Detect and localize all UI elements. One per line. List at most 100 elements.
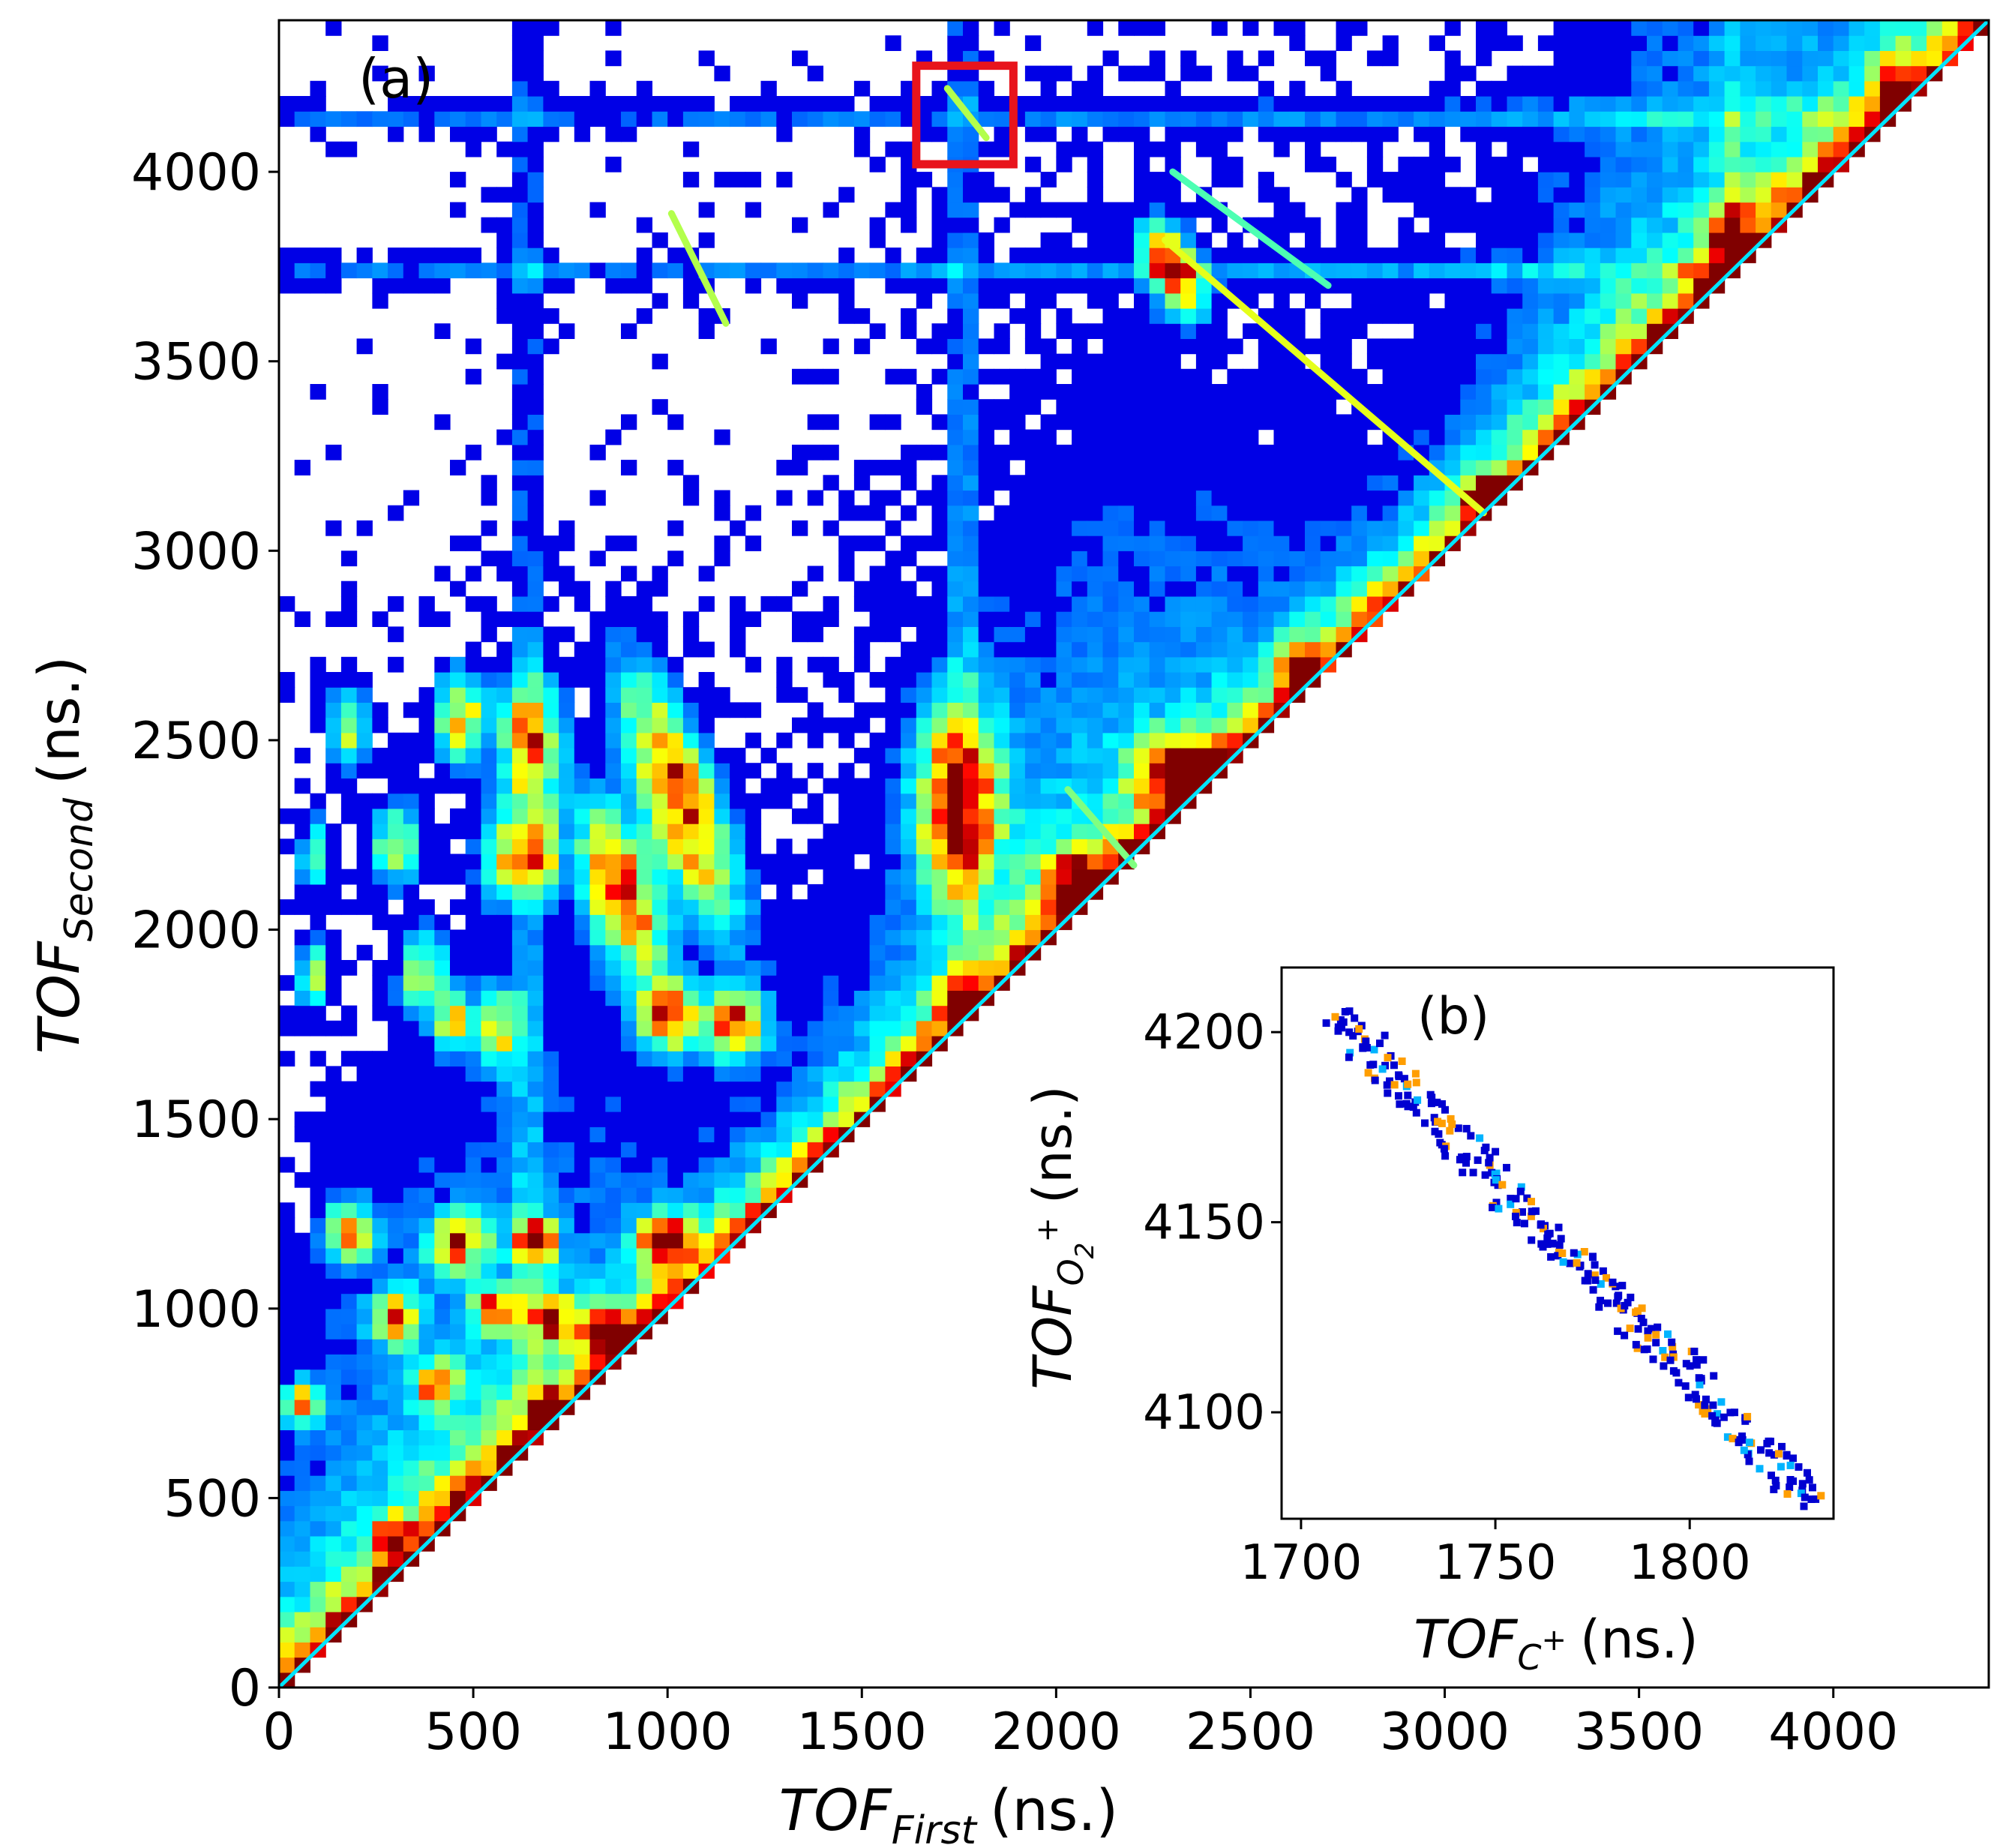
heatmap-cell: [621, 1066, 637, 1082]
heatmap-cell: [1507, 399, 1523, 415]
heatmap-cell: [310, 111, 326, 128]
heatmap-cell: [465, 929, 481, 946]
heatmap-cell: [1134, 520, 1150, 536]
heatmap-cell: [1165, 732, 1181, 748]
heatmap-cell: [418, 1505, 435, 1522]
heatmap-cell: [574, 1354, 591, 1370]
heatmap-cell: [1180, 126, 1197, 142]
heatmap-cell: [340, 1126, 358, 1143]
heatmap-cell: [636, 1293, 652, 1310]
heatmap-cell: [450, 1051, 466, 1066]
heatmap-cell: [481, 1020, 497, 1036]
heatmap-cell: [1258, 399, 1275, 415]
heatmap-cell: [730, 944, 746, 961]
heatmap-cell: [465, 778, 481, 794]
heatmap-cell: [901, 899, 917, 915]
heatmap-cell: [496, 566, 513, 582]
heatmap-cell: [807, 96, 823, 112]
heatmap-cell: [636, 262, 652, 279]
heatmap-cell: [714, 990, 730, 1006]
heatmap-cell: [621, 868, 637, 885]
heatmap-cell: [916, 914, 933, 931]
heatmap-cell: [869, 838, 886, 855]
heatmap-cell: [340, 1096, 358, 1112]
heatmap-cell: [279, 1324, 295, 1340]
heatmap-cell: [1211, 248, 1228, 263]
heatmap-cell: [372, 1187, 388, 1203]
heatmap-cell: [356, 1278, 373, 1294]
heatmap-cell: [978, 868, 994, 885]
heatmap-cell: [807, 960, 823, 976]
heatmap-cell: [325, 1202, 342, 1219]
heatmap-cell: [559, 626, 575, 643]
heatmap-cell: [589, 778, 606, 794]
heatmap-cell: [1180, 656, 1197, 673]
heatmap-cell: [589, 990, 606, 1006]
heatmap-cell: [1429, 35, 1446, 51]
heatmap-cell: [465, 111, 481, 128]
heatmap-cell: [388, 1308, 404, 1324]
heatmap-cell: [1756, 172, 1772, 188]
heatmap-cell: [963, 399, 979, 415]
heatmap-cell: [853, 126, 871, 142]
heatmap-cell: [481, 884, 497, 900]
heatmap-cell: [1072, 96, 1088, 112]
heatmap-cell: [1522, 111, 1539, 128]
heatmap-cell: [698, 323, 715, 339]
heatmap-cell: [434, 838, 451, 855]
heatmap-cell: [496, 187, 513, 203]
heatmap-cell: [511, 202, 529, 218]
heatmap-cell: [1414, 96, 1430, 112]
inset-heatmap-cell: [1395, 1072, 1403, 1081]
heatmap-cell: [1009, 202, 1026, 218]
heatmap-cell: [853, 111, 871, 128]
heatmap-cell: [1942, 20, 1959, 36]
heatmap-cell: [1134, 172, 1150, 188]
heatmap-cell: [1243, 444, 1259, 460]
heatmap-cell: [1165, 641, 1181, 658]
heatmap-cell: [1678, 80, 1694, 97]
heatmap-cell: [356, 1081, 373, 1097]
heatmap-cell: [978, 232, 994, 248]
heatmap-cell: [1072, 520, 1088, 536]
heatmap-cell: [559, 580, 575, 597]
heatmap-cell: [543, 929, 559, 946]
heatmap-cell: [388, 262, 404, 279]
heatmap-cell: [1833, 80, 1849, 97]
heatmap-cell: [559, 1187, 575, 1203]
heatmap-cell: [418, 1112, 435, 1127]
inset-heatmap-cell: [1438, 1119, 1446, 1127]
heatmap-cell: [1024, 808, 1042, 824]
inset-heatmap-cell: [1624, 1298, 1632, 1306]
heatmap-cell: [574, 884, 591, 900]
heatmap-cell: [714, 702, 730, 718]
heatmap-cell: [450, 1232, 466, 1249]
heatmap-cell: [1631, 111, 1648, 128]
heatmap-cell: [1693, 248, 1710, 263]
heatmap-cell: [1366, 550, 1384, 567]
heatmap-cell: [325, 838, 342, 855]
heatmap-cell: [1351, 566, 1368, 582]
heatmap-cell: [885, 672, 901, 688]
heatmap-cell: [916, 262, 933, 279]
heatmap-cell: [1662, 20, 1678, 36]
heatmap-cell: [527, 1369, 544, 1385]
heatmap-cell: [1149, 641, 1165, 658]
heatmap-cell: [1072, 884, 1088, 900]
heatmap-cell: [1072, 778, 1088, 794]
heatmap-cell: [776, 990, 793, 1006]
heatmap-cell: [1678, 278, 1694, 294]
heatmap-cell: [1289, 384, 1306, 400]
heatmap-cell: [1056, 838, 1072, 855]
heatmap-cell: [1662, 126, 1678, 142]
heatmap-cell: [1227, 399, 1243, 415]
heatmap-cell: [1305, 338, 1321, 355]
heatmap-cell: [963, 566, 979, 582]
heatmap-cell: [325, 1126, 342, 1143]
heatmap-cell: [1211, 520, 1228, 536]
heatmap-cell: [994, 20, 1010, 36]
heatmap-cell: [1414, 490, 1430, 506]
heatmap-cell: [776, 1005, 793, 1022]
heatmap-cell: [745, 990, 762, 1006]
heatmap-cell: [589, 626, 606, 643]
